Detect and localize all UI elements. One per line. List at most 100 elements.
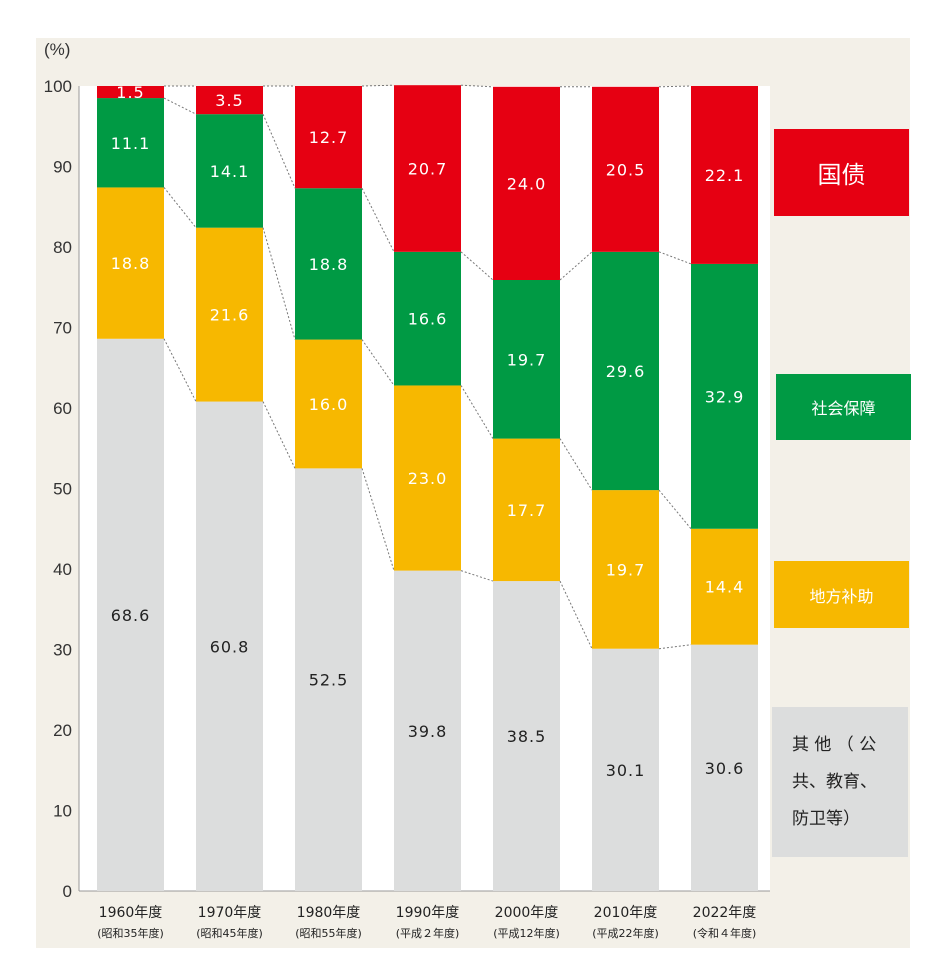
data-label: 38.5 (507, 727, 547, 746)
connector-line (460, 84, 494, 88)
bar-segment (97, 187, 164, 339)
data-label: 3.5 (215, 91, 243, 110)
x-tick-label: 2022年度 (693, 905, 757, 921)
connector-line (460, 251, 494, 281)
y-tick-label: 100 (44, 77, 72, 96)
connector-line (262, 401, 296, 469)
x-tick-label: 1970年度 (198, 905, 262, 921)
y-tick-label: 20 (53, 721, 72, 740)
data-label: 60.8 (210, 637, 250, 656)
data-label: 19.7 (606, 560, 646, 579)
bar-segment (592, 648, 659, 891)
x-tick-sublabel: (平成12年度) (493, 926, 560, 940)
data-label: 20.7 (408, 160, 448, 179)
data-label: 32.9 (705, 387, 745, 406)
data-label: 1.5 (116, 83, 144, 102)
bar-segment (394, 251, 461, 386)
data-label: 16.0 (309, 395, 349, 414)
data-label: 18.8 (111, 254, 151, 273)
data-label: 39.8 (408, 722, 448, 741)
x-tick-sublabel: (平成22年度) (592, 926, 659, 940)
data-label: 21.6 (210, 306, 250, 325)
bar-segment (592, 490, 659, 649)
y-axis-unit: (%) (44, 40, 71, 59)
bar-segment (691, 528, 758, 645)
legend-debt: 国债 (774, 129, 909, 216)
legend-social-security: 社会保障 (776, 374, 911, 440)
data-label: 24.0 (507, 174, 547, 193)
bar-segment (196, 86, 263, 115)
x-tick-sublabel: (昭和55年度) (295, 926, 362, 940)
bar-segment (691, 644, 758, 891)
y-tick-label: 70 (53, 319, 72, 338)
bar-segment (394, 385, 461, 571)
y-tick-label: 90 (53, 158, 72, 177)
legend-local-subsidy: 地方补助 (774, 561, 909, 628)
y-tick-label: 60 (53, 399, 72, 418)
bar-segment (493, 581, 560, 891)
connector-line (163, 187, 197, 228)
data-label: 52.5 (309, 671, 349, 690)
connector-line (361, 339, 395, 386)
connector-line (658, 489, 692, 530)
bar-segment (493, 86, 560, 281)
bar-segment (196, 227, 263, 402)
data-label: 29.6 (606, 362, 646, 381)
data-label: 11.1 (111, 134, 151, 153)
data-label: 20.5 (606, 160, 646, 179)
connector-line (361, 468, 395, 571)
x-tick-label: 1990年度 (396, 905, 460, 921)
y-tick-label: 0 (63, 882, 72, 901)
data-label: 30.1 (606, 761, 646, 780)
x-tick-label: 1980年度 (297, 905, 361, 921)
bar-segment (394, 570, 461, 891)
bar-segment (196, 114, 263, 228)
bar-segment (493, 280, 560, 439)
data-label: 14.1 (210, 162, 250, 181)
data-label: 30.6 (705, 759, 745, 778)
data-label: 17.7 (507, 501, 547, 520)
data-label: 14.4 (705, 578, 745, 597)
bar-segment (592, 86, 659, 252)
connector-line (460, 570, 494, 582)
y-tick-label: 30 (53, 641, 72, 660)
y-tick-label: 40 (53, 560, 72, 579)
x-tick-sublabel: (昭和35年度) (97, 926, 164, 940)
bar-segment (295, 339, 362, 469)
bar-segment (691, 263, 758, 529)
connector-line (658, 644, 692, 650)
x-tick-label: 1960年度 (99, 905, 163, 921)
legend-social-label: 社会保障 (811, 399, 876, 418)
x-tick-label: 2010年度 (594, 905, 658, 921)
bar-segment (97, 98, 164, 188)
x-tick-label: 2000年度 (495, 905, 559, 921)
data-label: 68.6 (111, 606, 151, 625)
connector-line (658, 85, 692, 88)
bar-segment (295, 188, 362, 340)
bar-segment (97, 338, 164, 891)
connector-line (361, 84, 395, 87)
data-label: 16.6 (408, 310, 448, 329)
x-tick-sublabel: (令和４年度) (693, 926, 757, 940)
data-label: 23.0 (408, 469, 448, 488)
y-tick-label: 10 (53, 802, 72, 821)
y-tick-label: 50 (53, 480, 72, 499)
connector-line (262, 227, 296, 340)
data-label: 12.7 (309, 128, 349, 147)
connector-line (559, 251, 593, 281)
legend-other-line: 其 他 （ 公 (792, 734, 877, 755)
connector-line (163, 97, 197, 115)
x-tick-sublabel: (平成２年度) (396, 926, 460, 940)
connector-line (262, 113, 296, 189)
connector-line (658, 251, 692, 265)
bar-segment (691, 86, 758, 264)
bar-segment (97, 86, 164, 99)
bar-segment (592, 251, 659, 491)
legend-other-line: 防卫等） (792, 808, 860, 829)
y-tick-label: 80 (53, 238, 72, 257)
legend-other: 其 他 （ 公 共、教育、 防卫等） (772, 707, 908, 857)
connector-line (559, 580, 593, 649)
bar-segment (196, 401, 263, 891)
bar-segment (295, 468, 362, 891)
